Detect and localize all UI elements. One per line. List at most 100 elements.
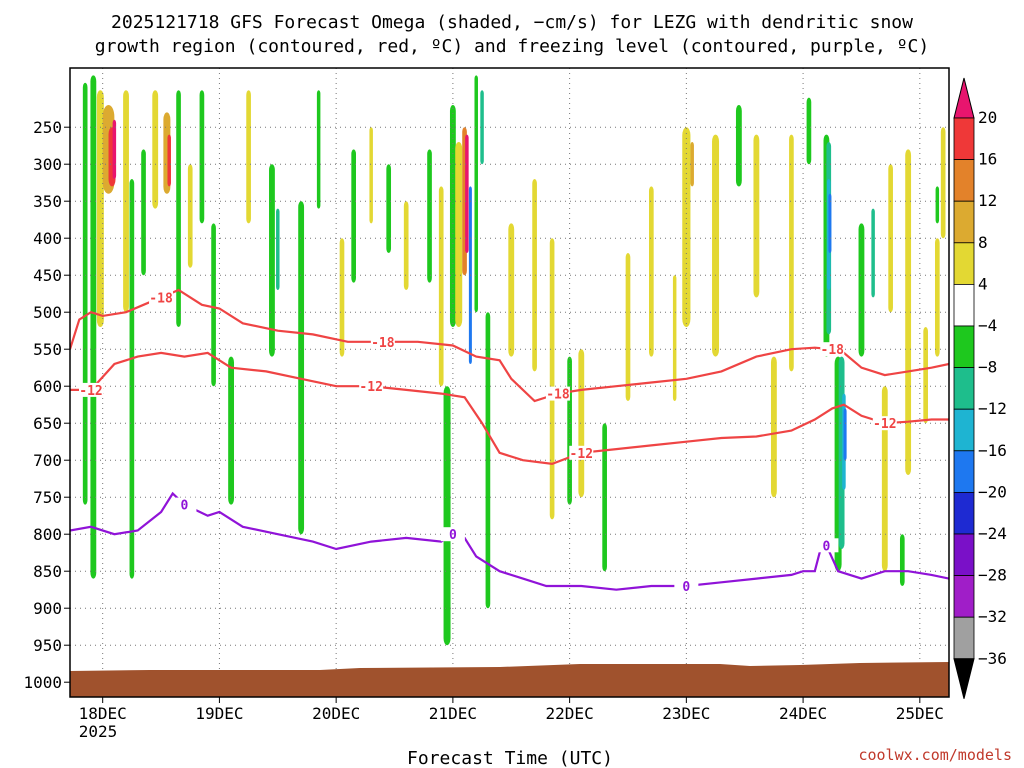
omega-shading-cell — [339, 238, 345, 357]
colorbar: 20 16 12 8 4 −4 −8 −12 −16 −20 −24 −28 −32 −36 — [953, 77, 1007, 699]
omega-shading-cell — [881, 386, 888, 572]
y-tick-label: 750 — [33, 488, 62, 507]
x-tick-label: 25DEC — [896, 704, 944, 723]
contour-label: -12 — [79, 384, 102, 399]
omega-shading-cell — [648, 186, 654, 357]
omega-shading-cell — [455, 142, 463, 327]
colorbar-label: −16 — [978, 441, 1007, 460]
colorbar-label: 16 — [978, 150, 997, 169]
omega-shading-cell — [923, 327, 928, 424]
colorbar-swatch — [953, 491, 975, 535]
omega-shading-cell — [465, 134, 469, 253]
x-tick-label: 18DEC — [79, 704, 127, 723]
contour-label-bg — [370, 334, 395, 349]
colorbar-label: −28 — [978, 566, 1007, 585]
omega-shading — [82, 75, 946, 646]
omega-shading-cell — [369, 127, 373, 224]
contour-label-bg — [569, 445, 594, 460]
omega-shading-cell — [96, 90, 104, 327]
y-tick-label: 950 — [33, 636, 62, 655]
y-tick-label: 850 — [33, 562, 62, 581]
omega-shading-cell — [443, 386, 451, 646]
omega-shading-cell — [625, 253, 631, 401]
omega-shading-cell — [789, 134, 794, 372]
omega-shading-cell — [269, 164, 275, 357]
omega-shading-cell — [828, 193, 832, 253]
contour-label-bg — [545, 386, 570, 401]
contour-label-bg — [814, 538, 839, 553]
omega-shading-cell — [152, 90, 159, 209]
y-tick-label: 300 — [33, 155, 62, 174]
contour-label: 0 — [449, 528, 457, 543]
y-tick-label: 650 — [33, 414, 62, 433]
contour-label-bg — [359, 379, 384, 394]
colorbar-swatch — [953, 367, 975, 410]
colorbar-label: 4 — [978, 274, 988, 293]
contour-label-bg — [872, 416, 897, 431]
x-axis-year: 2025 — [79, 722, 118, 741]
omega-shading-cell — [187, 164, 193, 268]
contour-label: -18 — [821, 343, 845, 358]
x-tick-label: 21DEC — [429, 704, 477, 723]
omega-shading-cell — [940, 127, 946, 239]
omega-shading-cell — [934, 238, 940, 357]
y-tick-label: 900 — [33, 599, 62, 618]
omega-shading-cell — [386, 164, 392, 253]
contour-label: -12 — [873, 417, 896, 432]
omega-shading-cell — [90, 75, 97, 579]
omega-shading-cell — [578, 349, 585, 498]
y-tick-label: 350 — [33, 192, 62, 211]
omega-shading-cell — [276, 208, 280, 290]
omega-shading-cell — [770, 356, 777, 498]
omega-shading-cell — [141, 149, 146, 276]
omega-shading-cell — [351, 149, 356, 283]
contour-label: 0 — [823, 539, 831, 554]
contour-label: 0 — [180, 499, 188, 514]
omega-shading-cell — [485, 312, 491, 609]
omega-shading-cell — [246, 90, 251, 224]
omega-shading-cell — [82, 82, 88, 505]
colorbar-swatch — [953, 658, 975, 699]
omega-shading-cell — [712, 134, 720, 357]
x-tick-label: 24DEC — [779, 704, 827, 723]
colorbar-swatch — [953, 533, 975, 576]
omega-shading-cell — [672, 275, 677, 401]
colorbar-swatch — [953, 77, 975, 119]
colorbar-swatch — [953, 325, 975, 368]
colorbar-swatch — [953, 283, 975, 327]
colorbar-label: −4 — [978, 316, 997, 335]
y-tick-label: 250 — [33, 118, 62, 137]
omega-shading-cell — [228, 356, 235, 505]
chart-title-line1: 2025121718 GFS Forecast Omega (shaded, −… — [111, 12, 913, 33]
omega-shading-cell — [532, 179, 537, 372]
contour-lines: -18 -18 -18 -18 -12 -12 -12 -12 0 0 0 0 — [70, 288, 949, 595]
omega-shading-cell — [735, 105, 742, 187]
omega-shading-cell — [211, 223, 216, 387]
colorbar-label: −24 — [978, 524, 1007, 543]
omega-shading-cell — [899, 534, 905, 586]
plot-frame — [69, 67, 950, 698]
omega-shading-cell — [549, 238, 555, 520]
omega-shading-cell — [449, 105, 456, 327]
colorbar-swatch — [953, 450, 975, 493]
omega-shading-cell — [905, 149, 912, 475]
omega-shading-cell — [858, 223, 865, 357]
colorbar-swatch — [953, 159, 975, 202]
colorbar-label: −8 — [978, 358, 997, 377]
omega-shading-cell — [199, 90, 205, 224]
colorbar-label: 8 — [978, 233, 988, 252]
contour-line-minus12 — [70, 351, 949, 466]
contour-label: 0 — [682, 580, 690, 595]
contour-label-bg — [172, 497, 197, 512]
omega-shading-cell — [123, 90, 129, 313]
omega-shading-cell — [438, 186, 444, 387]
colorbar-label: −12 — [978, 399, 1007, 418]
colorbar-swatch — [953, 242, 975, 285]
omega-shading-cell — [129, 179, 135, 579]
colorbar-swatch — [953, 408, 975, 452]
omega-shading-cell — [403, 201, 409, 290]
contour-label-bg — [820, 342, 845, 357]
colorbar-label: 20 — [978, 108, 997, 127]
plot-area: -18 -18 -18 -18 -12 -12 -12 -12 0 0 0 0 — [70, 68, 949, 697]
omega-shading-cell — [167, 134, 171, 187]
